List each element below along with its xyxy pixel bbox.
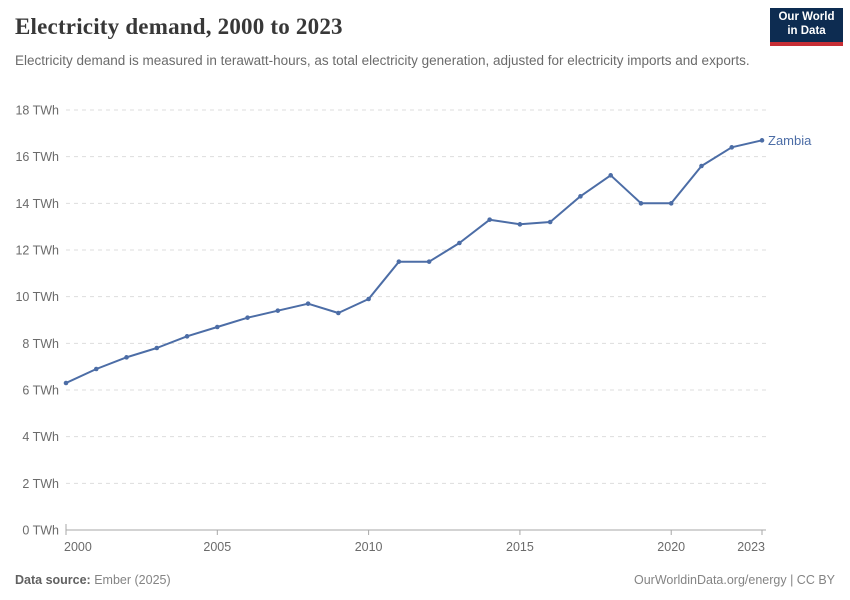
data-point-2013[interactable] (457, 240, 462, 246)
data-point-2000[interactable] (63, 380, 69, 386)
data-point-2021[interactable] (699, 163, 704, 169)
y-axis-tick-label: 14 TWh (15, 197, 59, 211)
chart-footer: Data source: Ember (2025) OurWorldinData… (15, 573, 835, 587)
page-title: Electricity demand, 2000 to 2023 (15, 14, 343, 39)
logo-line1: Our World (778, 11, 835, 24)
data-point-2009[interactable] (336, 310, 341, 316)
y-axis-tick-label: 4 TWh (22, 430, 59, 444)
owid-logo[interactable]: Our World in Data (770, 8, 843, 46)
x-axis-tick-label: 2010 (355, 540, 383, 554)
data-source: Data source: Ember (2025) (15, 573, 171, 587)
data-point-2014[interactable] (487, 217, 492, 222)
y-axis-tick-label: 6 TWh (22, 384, 59, 398)
data-point-2019[interactable] (638, 201, 644, 206)
x-axis-tick-label: 2023 (737, 540, 765, 554)
logo-line2: in Data (787, 25, 826, 37)
data-point-2016[interactable] (547, 219, 553, 225)
x-axis-tick-label: 2005 (203, 540, 231, 554)
data-point-2023[interactable] (759, 138, 765, 143)
y-axis-tick-label: 2 TWh (22, 477, 59, 491)
data-source-value: Ember (2025) (94, 573, 171, 587)
series-line-zambia[interactable] (65, 139, 763, 384)
chart-subtitle: Electricity demand is measured in terawa… (15, 53, 750, 68)
data-point-2020[interactable] (668, 201, 674, 206)
x-axis-tick-label: 2015 (506, 540, 534, 554)
data-point-2010[interactable] (366, 296, 371, 302)
credit-link[interactable]: OurWorldinData.org/energy | CC BY (633, 573, 835, 587)
y-axis-tick-label: 16 TWh (15, 150, 59, 164)
data-point-2005[interactable] (215, 324, 220, 330)
y-axis-tick-label: 12 TWh (15, 244, 59, 258)
data-point-2002[interactable] (124, 355, 129, 360)
data-point-2006[interactable] (245, 315, 250, 320)
data-point-2007[interactable] (275, 308, 281, 313)
data-point-2004[interactable] (184, 334, 190, 339)
y-axis-tick-label: 8 TWh (22, 337, 59, 351)
data-point-2015[interactable] (517, 222, 523, 227)
entity-label-zambia[interactable]: Zambia (768, 133, 812, 148)
data-point-2012[interactable] (426, 259, 432, 264)
line-chart-canvas[interactable]: 0 TWh 2 TWh 4 TWh 6 TWh 8 TWh 10 TWh 12 TWh 14 … (0, 95, 850, 560)
y-axis-tick-label: 0 TWh (22, 524, 59, 538)
y-axis-tick-label: 10 TWh (15, 290, 59, 304)
data-point-2003[interactable] (154, 345, 160, 351)
data-point-2017[interactable] (578, 194, 583, 199)
data-point-2001[interactable] (93, 366, 99, 372)
data-point-2008[interactable] (305, 301, 311, 306)
x-axis-tick-label: 2020 (657, 540, 685, 554)
data-source-label: Data source: (15, 573, 91, 587)
y-axis-tick-label: 18 TWh (15, 104, 59, 118)
data-point-2018[interactable] (608, 173, 613, 178)
data-point-2011[interactable] (396, 259, 402, 264)
x-axis-tick-label: 2000 (64, 540, 92, 554)
line-chart-svg[interactable]: 0 TWh 2 TWh 4 TWh 6 TWh 8 TWh 10 TWh 12 TWh 14 … (0, 95, 850, 560)
data-point-2022[interactable] (729, 145, 735, 150)
